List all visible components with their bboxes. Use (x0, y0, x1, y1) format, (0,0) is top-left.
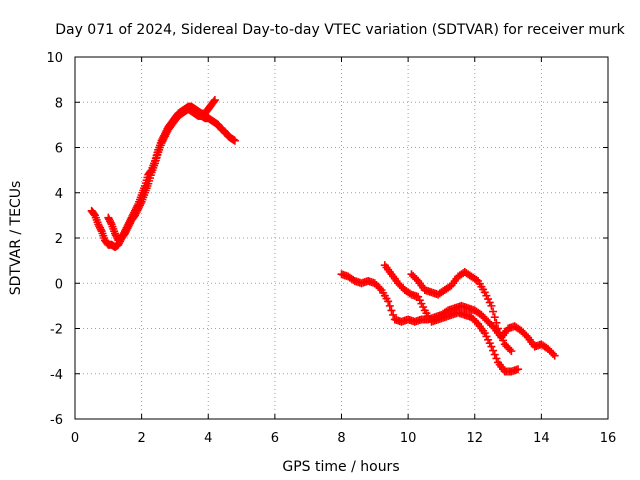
x-axis-ticks: 0 2 4 6 8 10 12 14 16 (71, 57, 616, 446)
data-point (384, 297, 393, 306)
y-tick-label: -4 (50, 368, 63, 383)
data-point (507, 347, 516, 356)
x-axis-label: GPS time / hours (282, 459, 399, 475)
data-point (490, 350, 499, 359)
data-point (549, 349, 558, 358)
data-point (210, 97, 219, 106)
x-tick-label: 8 (337, 431, 345, 446)
data-point (375, 284, 384, 293)
y-tick-label: -6 (50, 413, 63, 428)
grid (75, 57, 608, 419)
data-point (385, 301, 394, 310)
x-tick-label: 2 (137, 431, 145, 446)
y-tick-label: 0 (55, 277, 63, 292)
data-point (499, 336, 508, 345)
series-segment-2 (104, 105, 239, 245)
data-point (490, 313, 499, 322)
x-tick-label: 10 (400, 431, 417, 446)
y-tick-label: 10 (46, 51, 63, 66)
data-point (514, 365, 523, 374)
data-point (497, 332, 506, 341)
y-tick-label: 2 (55, 232, 63, 247)
data-point (210, 95, 219, 104)
plot-frame (74, 56, 609, 420)
y-tick-label: -2 (50, 323, 63, 338)
data-point (230, 136, 239, 145)
y-tick-label: 8 (55, 96, 63, 111)
data-point (492, 318, 501, 327)
data-point (494, 324, 503, 333)
y-axis-ticks: -6 -4 -2 0 2 4 6 8 10 (46, 51, 608, 428)
x-tick-label: 0 (71, 431, 79, 446)
data-point (489, 307, 498, 316)
data-point (96, 225, 105, 234)
x-tick-label: 16 (600, 431, 617, 446)
y-tick-label: 4 (55, 187, 63, 202)
series-segment-3 (337, 270, 559, 360)
x-tick-label: 14 (533, 431, 550, 446)
y-tick-label: 6 (55, 142, 63, 157)
data-point (550, 351, 559, 360)
x-tick-label: 6 (271, 431, 279, 446)
data-point (106, 218, 115, 227)
x-tick-label: 4 (204, 431, 212, 446)
data-point (387, 306, 396, 315)
data-point (487, 301, 496, 310)
data-point (505, 345, 514, 354)
data-point (487, 342, 496, 351)
series-segment-4 (380, 261, 523, 376)
data-point (489, 346, 498, 355)
data-points (87, 95, 559, 376)
x-tick-label: 12 (466, 431, 483, 446)
data-point (136, 199, 145, 208)
chart-title: Day 071 of 2024, Sidereal Day-to-day VTE… (55, 22, 625, 38)
data-point (495, 328, 504, 337)
y-axis-label: SDTVAR / TECUs (8, 181, 24, 296)
series-segment-5 (407, 267, 516, 356)
data-point (389, 310, 398, 319)
data-point (492, 354, 501, 363)
